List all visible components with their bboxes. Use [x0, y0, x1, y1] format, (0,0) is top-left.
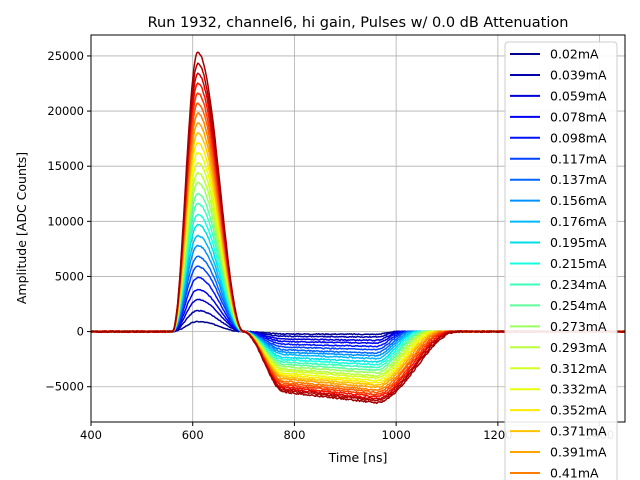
legend-label: 0.41mA [550, 466, 599, 480]
y-tick-label: 0 [77, 325, 84, 339]
legend-label: 0.098mA [550, 130, 607, 145]
legend-label: 0.039mA [550, 67, 607, 82]
plot-frame [90, 34, 626, 423]
legend-label: 0.078mA [550, 109, 607, 124]
legend-label: 0.215mA [550, 256, 607, 271]
legend-label: 0.195mA [550, 235, 607, 250]
y-tick-label: 5000 [55, 269, 84, 283]
x-tick-label: 1000 [382, 428, 411, 442]
x-tick-label: 600 [182, 428, 204, 442]
legend-label: 0.391mA [550, 445, 607, 460]
legend-label: 0.352mA [550, 403, 607, 418]
y-tick-label: 10000 [47, 214, 84, 228]
legend-label: 0.137mA [550, 172, 607, 187]
chart-title: Run 1932, channel6, hi gain, Pulses w/ 0… [148, 15, 569, 31]
legend-label: 0.117mA [550, 151, 607, 166]
legend-label: 0.371mA [550, 424, 607, 439]
legend-label: 0.293mA [550, 340, 607, 355]
y-axis-label: Amplitude [ADC Counts] [14, 152, 29, 304]
legend-label: 0.02mA [550, 47, 599, 62]
legend: 0.02mA 0.039mA 0.059mA 0.078mA 0.098mA 0.117m… [504, 41, 618, 480]
x-tick-label: 800 [283, 428, 305, 442]
y-tick-label: 25000 [47, 49, 84, 63]
y-tick-label: −5000 [45, 380, 84, 394]
x-tick-label: 400 [80, 428, 102, 442]
legend-box [504, 41, 618, 480]
x-axis-label: Time [ns] [328, 450, 388, 465]
legend-label: 0.156mA [550, 193, 607, 208]
legend-label: 0.234mA [550, 277, 607, 292]
legend-label: 0.254mA [550, 298, 607, 313]
legend-label: 0.312mA [550, 361, 607, 376]
legend-label: 0.059mA [550, 88, 607, 103]
y-tick-label: 20000 [47, 104, 84, 118]
legend-label: 0.273mA [550, 319, 607, 334]
y-tick-label: 15000 [47, 159, 84, 173]
legend-label: 0.176mA [550, 214, 607, 229]
legend-label: 0.332mA [550, 382, 607, 397]
